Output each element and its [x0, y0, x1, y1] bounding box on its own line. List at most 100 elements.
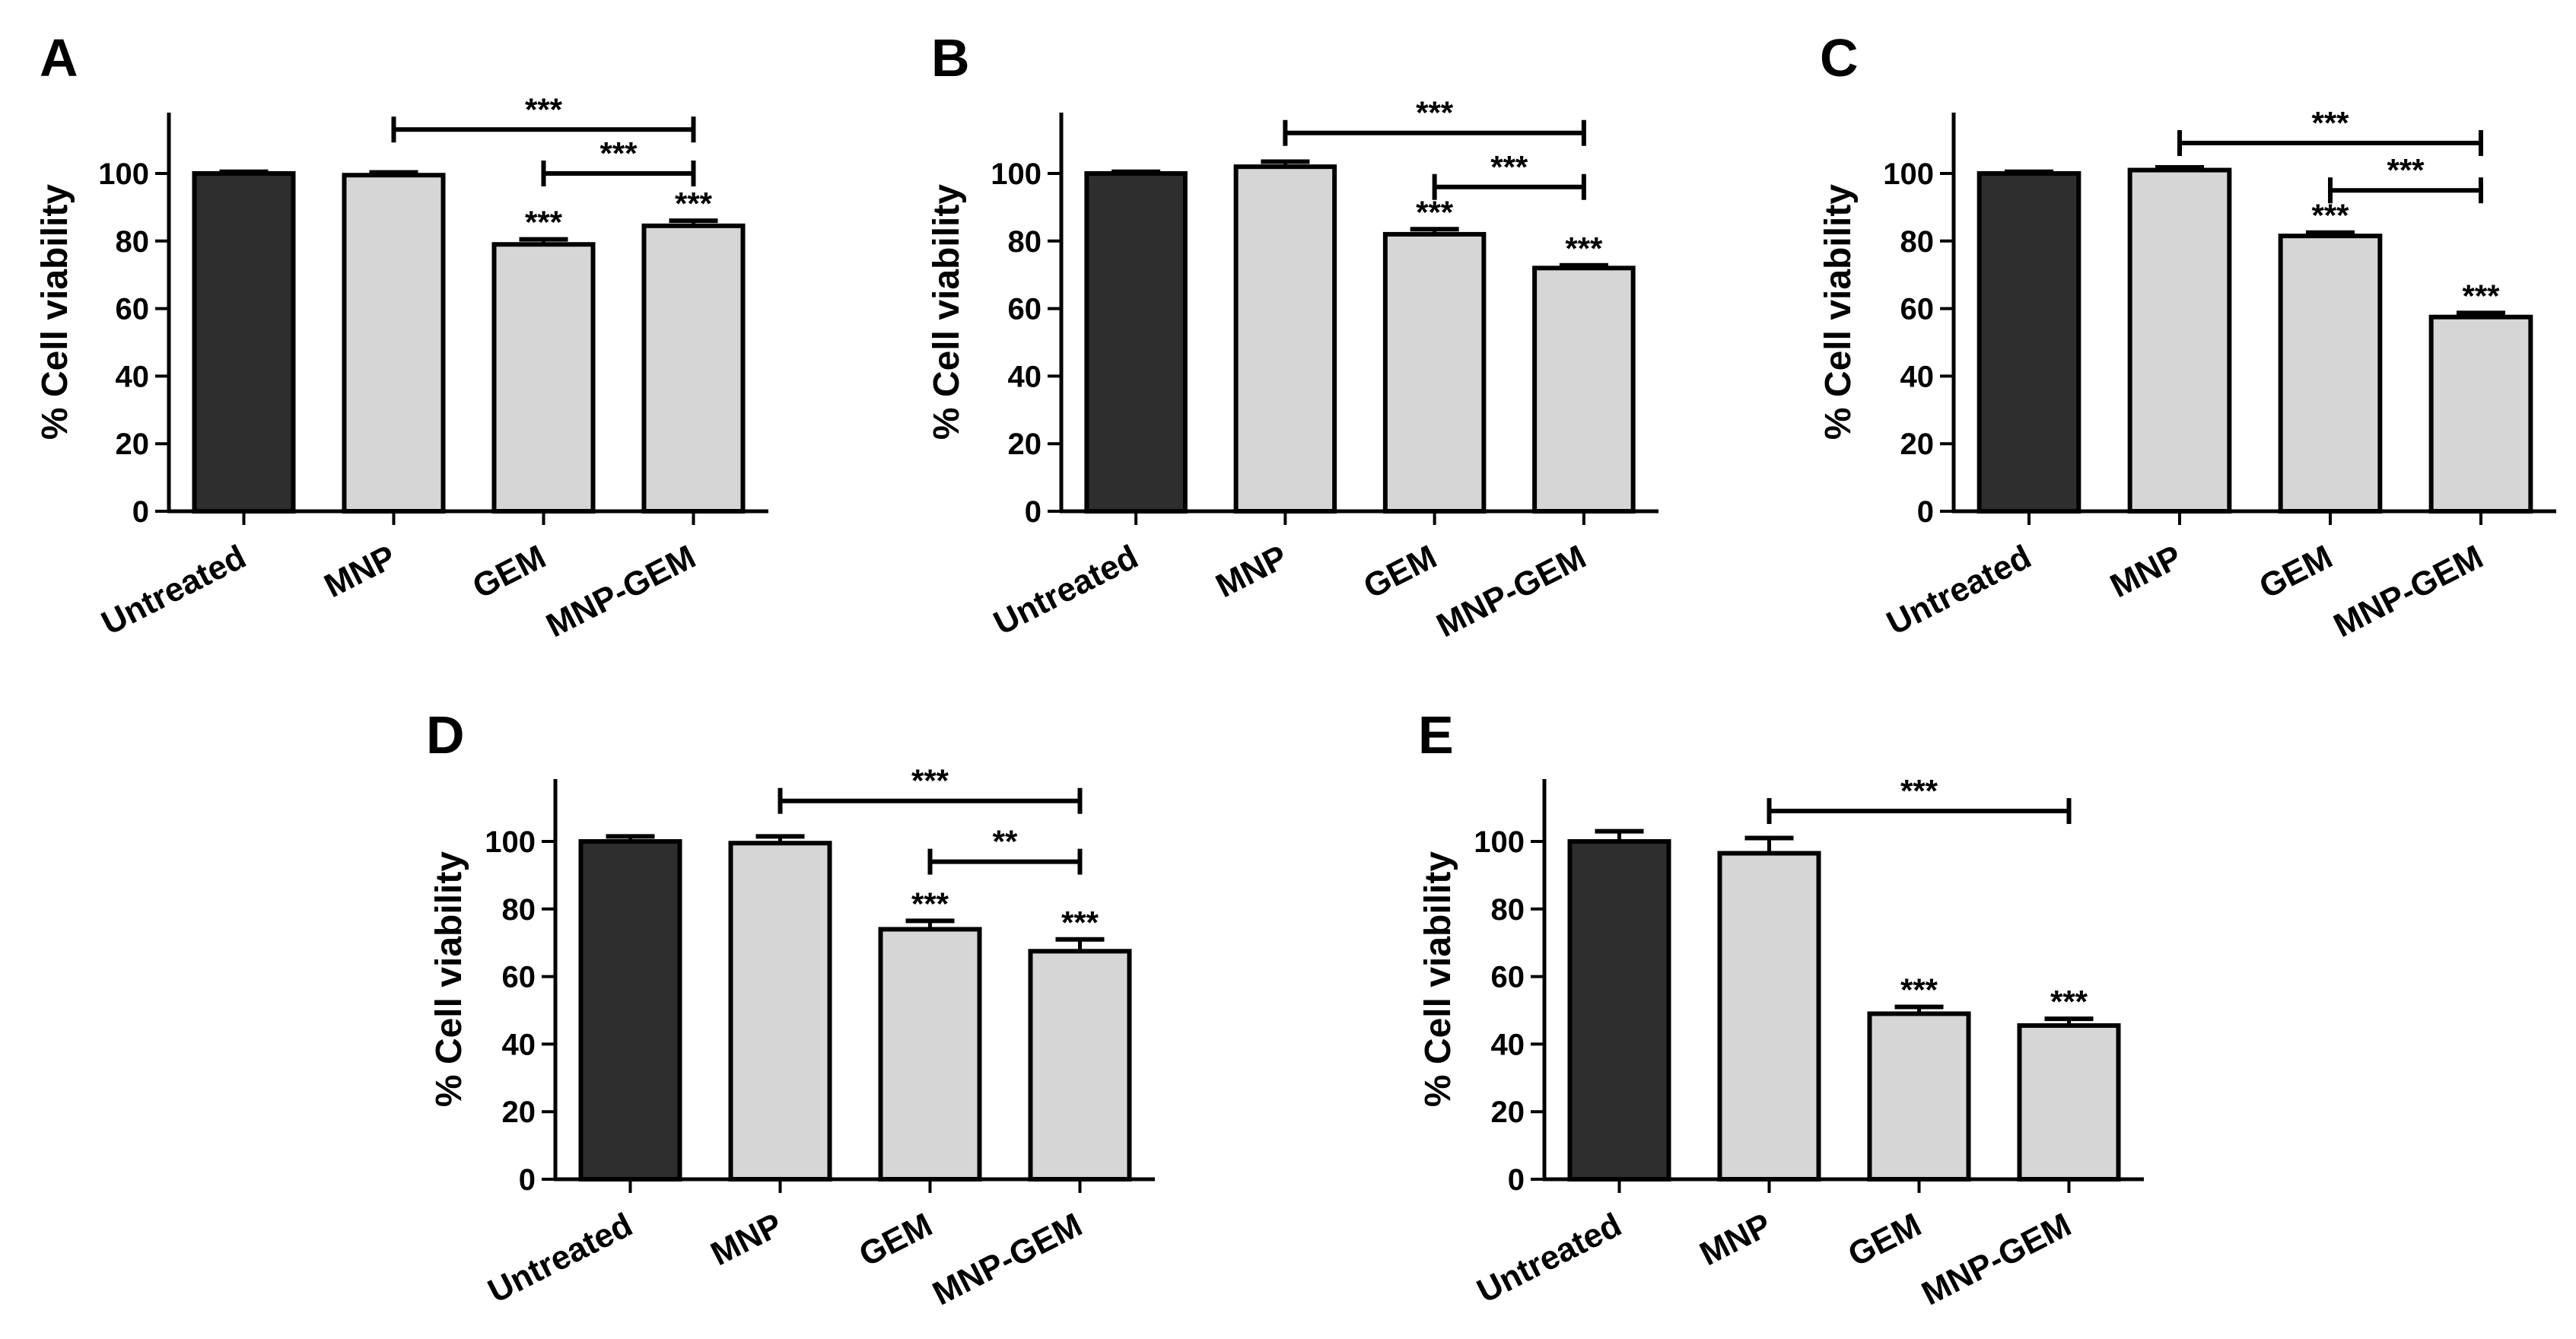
y-tick-label-d: 20	[502, 1096, 536, 1129]
y-tick-label-b: 0	[1025, 495, 1042, 529]
x-tick-label-a: MNP-GEM	[540, 538, 701, 644]
bar-e-mnp	[1717, 851, 1821, 1182]
y-tick-label-a: 0	[132, 495, 149, 529]
y-tick-label-c: 60	[1900, 293, 1935, 326]
bar-c-mnp-gem	[2428, 314, 2533, 514]
y-tick-label-e: 80	[1491, 893, 1525, 927]
x-tick-label-c: MNP-GEM	[2328, 538, 2489, 644]
y-tick-label-e: 40	[1491, 1028, 1525, 1061]
panel-a: A % Cell viability 0 20 40 60 80 100 Untreated MN…	[35, 28, 768, 644]
x-tick-label-d: MNP	[705, 1206, 788, 1273]
bar-significance-b: ***	[1565, 231, 1603, 266]
comparison-label-e: ***	[1900, 773, 1938, 809]
panel-label-c: C	[1820, 28, 1859, 87]
comparison-label-c: ***	[2387, 152, 2425, 188]
bar-e-untreated	[1567, 839, 1671, 1182]
bar-b-mnp	[1233, 164, 1337, 514]
x-tick-label-c: Untreated	[1881, 538, 2037, 642]
comparison-label-a: ***	[525, 91, 563, 127]
y-axis-label-c: % Cell viability	[1818, 184, 1859, 440]
panel-label-b: B	[931, 28, 970, 87]
y-tick-label-b: 100	[991, 157, 1042, 191]
bar-b-gem	[1382, 231, 1487, 514]
bar-significance-e: ***	[1900, 972, 1938, 1008]
comparison-label-a: ***	[599, 135, 638, 171]
panel-label-d: D	[426, 705, 465, 765]
comparison-label-c: ***	[2311, 105, 2349, 141]
bar-d-mnp	[728, 841, 832, 1182]
y-tick-label-e: 20	[1491, 1096, 1525, 1129]
bar-e-mnp-gem	[2017, 1023, 2121, 1182]
y-tick-label-e: 60	[1491, 961, 1525, 994]
x-tick-label-c: GEM	[2253, 538, 2339, 606]
x-tick-label-e: GEM	[1842, 1206, 1927, 1274]
y-tick-label-b: 80	[1008, 225, 1042, 259]
y-tick-label-a: 20	[116, 428, 150, 461]
y-tick-label-d: 40	[502, 1028, 536, 1061]
comparison-label-b: ***	[1416, 95, 1454, 131]
bar-significance-c: ***	[2462, 278, 2500, 313]
y-tick-label-d: 60	[502, 961, 536, 994]
bar-b-mnp-gem	[1532, 266, 1636, 514]
y-tick-label-a: 60	[116, 293, 150, 326]
y-tick-label-a: 40	[116, 360, 150, 393]
x-tick-label-d: MNP-GEM	[927, 1206, 1088, 1312]
y-tick-label-b: 20	[1008, 428, 1042, 461]
bar-e-gem	[1867, 1011, 1971, 1182]
bar-d-untreated	[578, 839, 682, 1182]
x-tick-label-a: Untreated	[96, 538, 252, 642]
comparison-label-d: ***	[911, 763, 949, 799]
panel-b: B % Cell viability 0 20 40 60 80 100 Untreated MN…	[927, 28, 1658, 644]
bar-c-gem	[2278, 234, 2383, 514]
panel-d: D % Cell viability 0 20 40 60 80 100 Untreated MN…	[426, 705, 1155, 1312]
y-tick-label-e: 0	[1508, 1163, 1525, 1197]
y-tick-label-c: 100	[1883, 157, 1934, 191]
x-tick-label-e: MNP	[1694, 1206, 1777, 1273]
panel-c: C % Cell viability 0 20 40 60 80 100 Untreated MN…	[1818, 28, 2556, 644]
y-tick-label-a: 80	[116, 225, 150, 259]
bar-d-gem	[878, 927, 982, 1182]
comparison-label-b: ***	[1490, 149, 1528, 185]
bar-significance-d: ***	[1061, 905, 1099, 940]
bar-d-mnp-gem	[1028, 949, 1132, 1182]
x-tick-label-a: GEM	[466, 538, 552, 606]
bar-significance-b: ***	[1416, 194, 1454, 230]
bar-a-gem	[491, 242, 596, 514]
x-tick-label-d: Untreated	[482, 1206, 638, 1310]
bar-a-mnp-gem	[641, 223, 746, 514]
x-tick-label-d: GEM	[853, 1206, 938, 1274]
y-tick-label-c: 80	[1900, 225, 1935, 259]
x-tick-label-e: MNP-GEM	[1916, 1206, 2077, 1312]
bar-c-untreated	[1977, 171, 2081, 514]
y-tick-label-c: 40	[1900, 360, 1935, 393]
y-tick-label-a: 100	[98, 157, 149, 191]
bar-significance-a: ***	[525, 205, 563, 240]
y-tick-label-d: 100	[485, 825, 536, 859]
y-axis-label-b: % Cell viability	[927, 184, 967, 440]
panel-e: E % Cell viability 0 20 40 60 80 100 Untreated MN…	[1418, 705, 2144, 1312]
bar-significance-a: ***	[675, 186, 713, 221]
y-tick-label-b: 40	[1008, 360, 1042, 393]
bar-significance-c: ***	[2311, 198, 2349, 234]
x-tick-label-b: MNP-GEM	[1431, 538, 1592, 644]
panel-label-a: A	[40, 28, 78, 87]
y-tick-label-d: 80	[502, 893, 536, 927]
y-axis-label-e: % Cell viability	[1418, 851, 1458, 1107]
bar-c-mnp	[2127, 167, 2232, 514]
bar-b-untreated	[1084, 171, 1188, 514]
x-tick-label-b: Untreated	[987, 538, 1143, 642]
x-tick-label-b: MNP	[1210, 538, 1293, 605]
panel-label-e: E	[1418, 705, 1454, 765]
y-tick-label-c: 20	[1900, 428, 1935, 461]
bar-a-untreated	[192, 171, 296, 514]
bar-a-mnp	[342, 173, 446, 514]
y-tick-label-d: 0	[519, 1163, 536, 1197]
x-tick-label-a: MNP	[319, 538, 402, 605]
bar-significance-d: ***	[911, 886, 949, 921]
comparison-label-d: **	[993, 824, 1018, 860]
x-tick-label-e: Untreated	[1471, 1206, 1627, 1310]
y-tick-label-e: 100	[1474, 825, 1525, 859]
y-axis-label-a: % Cell viability	[35, 184, 75, 440]
x-tick-label-b: GEM	[1358, 538, 1443, 606]
y-tick-label-b: 60	[1008, 293, 1042, 326]
